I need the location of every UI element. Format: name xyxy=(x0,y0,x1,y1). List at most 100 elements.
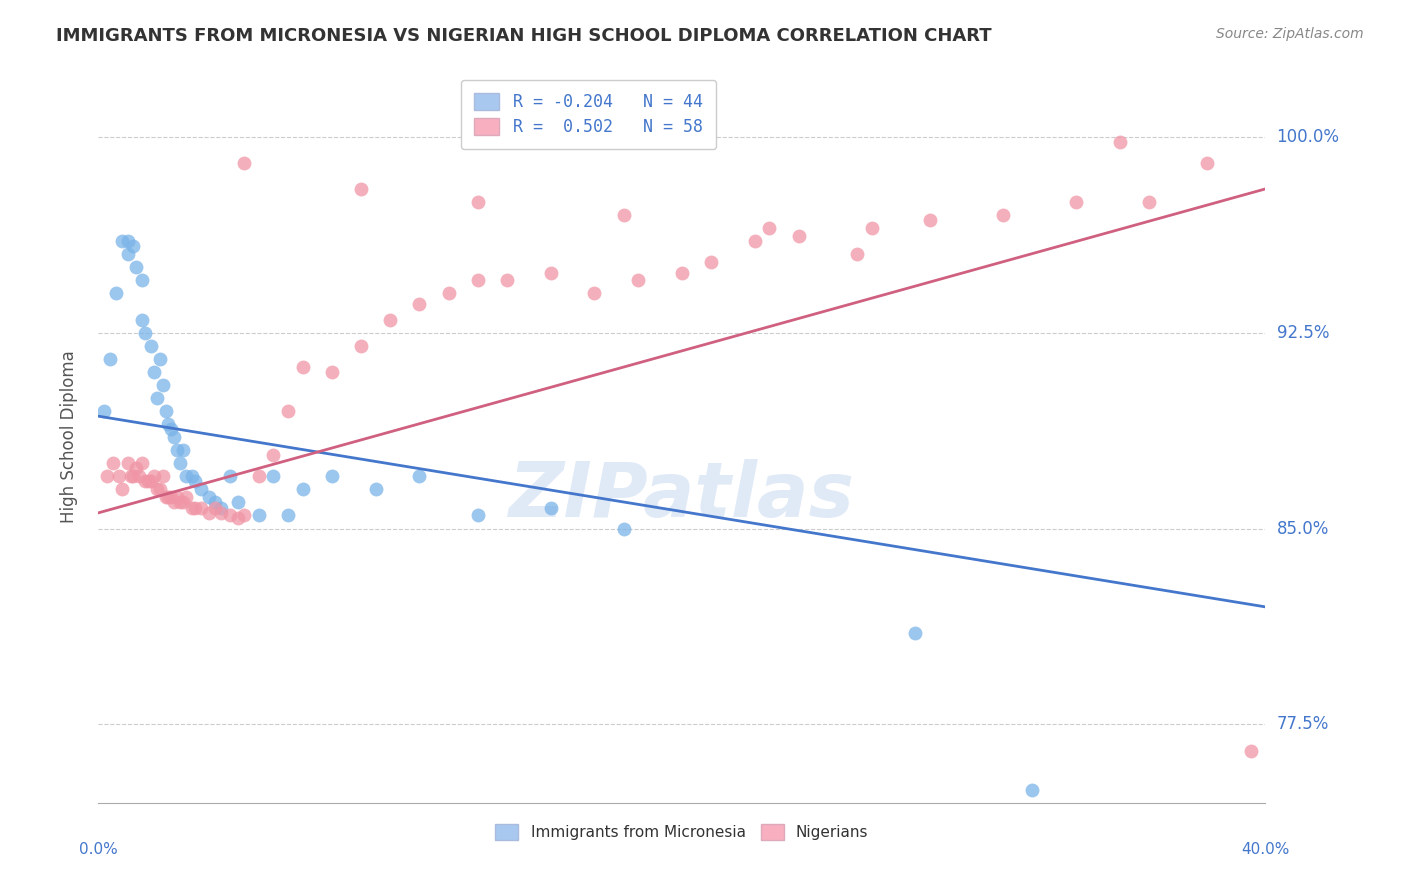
Text: 40.0%: 40.0% xyxy=(1241,842,1289,856)
Point xyxy=(1021,782,1043,797)
Point xyxy=(277,404,299,418)
Point xyxy=(218,508,240,523)
Point xyxy=(904,626,927,640)
Point xyxy=(146,391,169,405)
Point xyxy=(157,490,180,504)
Point xyxy=(758,221,780,235)
Point xyxy=(180,500,202,515)
Point xyxy=(437,286,460,301)
Point xyxy=(180,469,202,483)
Point xyxy=(321,469,343,483)
Text: ZIPatlas: ZIPatlas xyxy=(509,458,855,533)
Point xyxy=(120,469,142,483)
Point xyxy=(160,490,183,504)
Legend: Immigrants from Micronesia, Nigerians: Immigrants from Micronesia, Nigerians xyxy=(489,818,875,847)
Point xyxy=(204,495,226,509)
Point xyxy=(540,265,562,279)
Point xyxy=(612,208,634,222)
Point xyxy=(1108,135,1130,149)
Point xyxy=(117,456,139,470)
Point xyxy=(190,483,212,497)
Point xyxy=(157,417,180,431)
Point xyxy=(128,469,150,483)
Point xyxy=(209,506,232,520)
Point xyxy=(136,475,159,489)
Point xyxy=(101,456,124,470)
Point xyxy=(134,326,156,340)
Point xyxy=(467,508,489,523)
Point xyxy=(155,490,177,504)
Point xyxy=(108,469,131,483)
Point xyxy=(198,490,221,504)
Point xyxy=(149,483,172,497)
Point xyxy=(169,456,191,470)
Point xyxy=(228,495,250,509)
Point xyxy=(218,469,240,483)
Point xyxy=(125,461,148,475)
Point xyxy=(233,155,256,169)
Point xyxy=(152,469,174,483)
Text: 0.0%: 0.0% xyxy=(79,842,118,856)
Point xyxy=(134,475,156,489)
Point xyxy=(209,500,232,515)
Point xyxy=(860,221,883,235)
Text: Source: ZipAtlas.com: Source: ZipAtlas.com xyxy=(1216,27,1364,41)
Point xyxy=(496,273,519,287)
Point xyxy=(98,351,121,366)
Text: 85.0%: 85.0% xyxy=(1277,519,1329,538)
Point xyxy=(1064,194,1087,209)
Point xyxy=(1137,194,1160,209)
Point xyxy=(350,338,373,352)
Point xyxy=(408,469,430,483)
Point xyxy=(172,495,194,509)
Point xyxy=(583,286,606,301)
Point xyxy=(700,255,723,269)
Text: 92.5%: 92.5% xyxy=(1277,324,1329,342)
Point xyxy=(117,247,139,261)
Point xyxy=(190,500,212,515)
Point xyxy=(166,443,188,458)
Point xyxy=(364,483,387,497)
Point xyxy=(142,469,165,483)
Point xyxy=(540,500,562,515)
Point xyxy=(169,495,191,509)
Point xyxy=(627,273,650,287)
Text: IMMIGRANTS FROM MICRONESIA VS NIGERIAN HIGH SCHOOL DIPLOMA CORRELATION CHART: IMMIGRANTS FROM MICRONESIA VS NIGERIAN H… xyxy=(56,27,991,45)
Point xyxy=(1240,743,1263,757)
Point xyxy=(291,483,314,497)
Point xyxy=(291,359,314,374)
Point xyxy=(139,338,162,352)
Point xyxy=(104,286,127,301)
Point xyxy=(166,490,188,504)
Point xyxy=(350,182,373,196)
Point xyxy=(174,469,197,483)
Point xyxy=(198,506,221,520)
Y-axis label: High School Diploma: High School Diploma xyxy=(59,351,77,524)
Point xyxy=(163,495,186,509)
Point xyxy=(131,312,153,326)
Point xyxy=(172,443,194,458)
Point xyxy=(247,469,270,483)
Point xyxy=(111,234,134,248)
Point xyxy=(204,500,226,515)
Point xyxy=(139,475,162,489)
Point xyxy=(380,312,402,326)
Point xyxy=(183,500,205,515)
Point xyxy=(467,273,489,287)
Point xyxy=(131,273,153,287)
Point xyxy=(247,508,270,523)
Point xyxy=(612,521,634,535)
Point xyxy=(262,448,284,462)
Point xyxy=(122,239,145,253)
Point xyxy=(467,194,489,209)
Point xyxy=(991,208,1014,222)
Point xyxy=(321,365,343,379)
Point xyxy=(262,469,284,483)
Point xyxy=(408,297,430,311)
Point xyxy=(918,213,941,227)
Point xyxy=(744,234,766,248)
Point xyxy=(146,483,169,497)
Point xyxy=(163,430,186,444)
Point xyxy=(142,365,165,379)
Point xyxy=(174,490,197,504)
